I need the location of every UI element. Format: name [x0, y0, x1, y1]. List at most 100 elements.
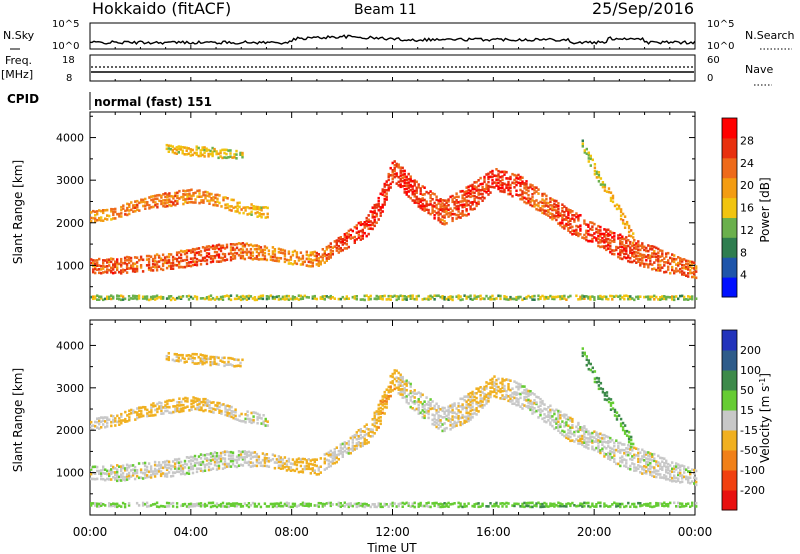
echo-cell	[245, 453, 249, 456]
colorbar-frame	[721, 117, 738, 298]
echo-cell	[244, 206, 247, 209]
echo-cell	[653, 261, 656, 264]
echo-cell	[357, 230, 360, 233]
echo-cell	[565, 209, 568, 212]
echo-cell	[613, 408, 617, 412]
echo-cell	[94, 217, 97, 220]
echo-cell	[631, 502, 634, 506]
echo-cell	[673, 501, 676, 505]
echo-cell	[209, 462, 213, 466]
echo-cell	[283, 295, 287, 298]
echo-cell	[165, 468, 169, 471]
echo-cell	[221, 295, 225, 298]
echo-cell	[663, 457, 666, 460]
echo-cell	[667, 268, 670, 271]
echo-cell	[591, 158, 594, 162]
echo-cell	[203, 155, 206, 158]
echo-cell	[215, 464, 219, 468]
echo-cell	[385, 198, 388, 201]
echo-cell	[439, 408, 442, 411]
echo-cell	[601, 240, 604, 243]
echo-cell	[273, 253, 277, 256]
echo-cell	[673, 476, 676, 480]
echo-cell	[589, 368, 592, 372]
echo-cell	[555, 214, 558, 218]
echo-cell	[329, 460, 332, 464]
echo-cell	[549, 423, 552, 426]
echo-cell	[553, 502, 556, 506]
echo-cell	[207, 252, 211, 255]
echo-cell	[387, 505, 390, 508]
echo-cell	[195, 470, 199, 474]
echo-cell	[122, 204, 125, 207]
echo-cell	[447, 215, 450, 218]
echo-cell	[449, 297, 452, 301]
echo-cell	[201, 148, 204, 152]
echo-cell	[177, 295, 181, 299]
echo-cell	[405, 382, 408, 385]
echo-cell	[661, 249, 664, 253]
echo-cell	[169, 264, 173, 268]
echo-cell	[637, 295, 640, 298]
beam-title: Beam 11	[354, 2, 417, 18]
echo-cell	[519, 193, 522, 197]
echo-cell	[168, 198, 171, 201]
echo-cell	[627, 501, 630, 505]
echo-cell	[174, 405, 177, 408]
echo-cell	[228, 208, 231, 212]
echo-cell	[155, 294, 159, 298]
echo-cell	[169, 267, 173, 270]
echo-cell	[295, 505, 299, 508]
echo-cell	[659, 476, 662, 479]
echo-cell	[657, 473, 660, 476]
echo-cell	[141, 270, 145, 273]
echo-cell	[593, 236, 596, 239]
echo-cell	[629, 249, 632, 252]
echo-cell	[201, 297, 205, 300]
echo-cell	[187, 456, 191, 459]
echo-cells	[90, 347, 698, 509]
echo-cell	[677, 501, 680, 505]
echo-cell	[577, 504, 580, 508]
echo-cell	[539, 397, 542, 401]
echo-cell	[266, 212, 269, 216]
echo-cell	[687, 466, 690, 469]
echo-cell	[645, 453, 648, 456]
echo-cell	[106, 418, 109, 422]
echo-cell	[121, 466, 125, 470]
echo-cell	[495, 504, 498, 507]
echo-cell	[693, 270, 696, 274]
echo-cell	[301, 260, 305, 264]
echo-cell	[345, 447, 348, 451]
echo-cell	[523, 191, 526, 194]
echo-cell	[171, 296, 175, 300]
echo-cell	[597, 234, 600, 238]
echo-cell	[167, 253, 171, 256]
echo-cell	[189, 502, 193, 506]
echo-cell	[265, 457, 269, 460]
echo-cell	[613, 414, 617, 417]
echo-cell	[197, 502, 201, 506]
echo-cell	[202, 403, 205, 407]
echo-cell	[120, 260, 123, 263]
echo-cell	[385, 195, 388, 199]
echo-cell	[489, 395, 492, 399]
echo-cell	[135, 469, 139, 472]
echo-cell	[387, 389, 390, 392]
echo-cell	[577, 225, 580, 229]
echo-cell	[123, 269, 127, 272]
echo-cell	[167, 255, 171, 259]
echo-cell	[317, 257, 320, 260]
echo-cell	[659, 269, 662, 272]
echo-cell	[531, 402, 534, 406]
echo-cell	[565, 421, 568, 424]
echo-cell	[493, 174, 496, 177]
echo-cell	[243, 295, 247, 299]
echo-cell	[92, 270, 95, 274]
echo-cell	[260, 206, 263, 209]
echo-cell	[283, 465, 287, 469]
echo-cell	[265, 297, 269, 301]
echo-cell	[473, 505, 476, 508]
echo-cell	[235, 358, 238, 361]
echo-cell	[395, 386, 398, 390]
